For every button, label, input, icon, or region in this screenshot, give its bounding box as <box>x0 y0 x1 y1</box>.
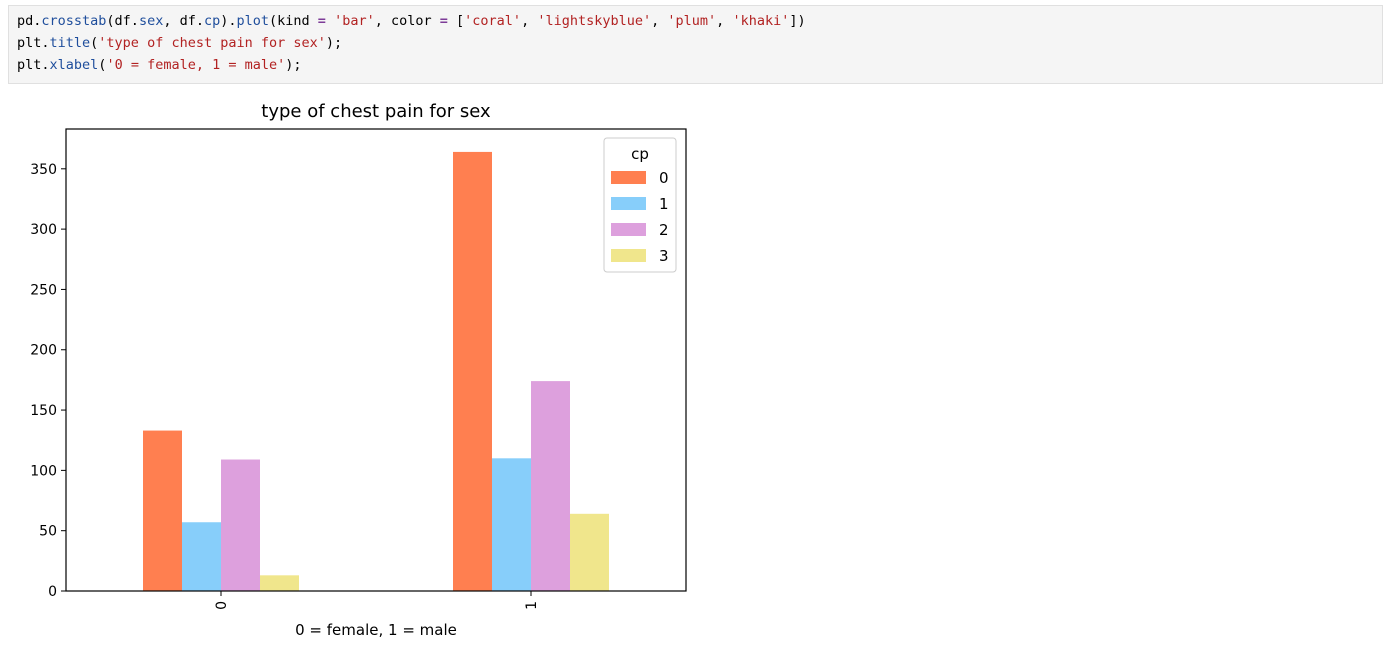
code-token: , color <box>374 13 440 29</box>
legend-swatch-2 <box>611 223 646 236</box>
code-token: pd. <box>17 13 42 29</box>
code-token: , <box>651 13 668 29</box>
code-token: title <box>49 35 91 51</box>
code-token: plot <box>236 13 270 29</box>
bar-series-0-cat-1 <box>453 151 492 591</box>
code-token: cp <box>203 13 221 29</box>
code-line: plt.title('type of chest pain for sex'); <box>17 32 342 54</box>
code-token: (df. <box>106 13 139 29</box>
code-token: 'lightskyblue' <box>537 13 652 29</box>
code-cell[interactable]: pd.crosstab(df.sex, df.cp).plot(kind = '… <box>8 5 1383 84</box>
code-line: plt.xlabel('0 = female, 1 = male'); <box>17 54 302 76</box>
code-token: 'khaki' <box>732 13 790 29</box>
legend-swatch-0 <box>611 171 646 184</box>
legend-swatch-3 <box>611 249 646 262</box>
code-token: = <box>439 13 448 29</box>
code-token: [ <box>447 13 465 29</box>
x-tick-label: 1 <box>524 601 540 610</box>
legend-label: 2 <box>659 221 669 239</box>
code-token: 'coral' <box>464 13 522 29</box>
code-token: '0 = female, 1 = male' <box>106 57 286 73</box>
code-token: , <box>716 13 733 29</box>
code-token: ]) <box>789 13 806 29</box>
code-token: plt. <box>17 35 50 51</box>
code-token: ( <box>90 35 99 51</box>
code-token: 'bar' <box>334 13 375 29</box>
bar-series-1-cat-0 <box>182 522 221 591</box>
code-line: pd.crosstab(df.sex, df.cp).plot(kind = '… <box>17 10 806 32</box>
bar-series-1-cat-1 <box>492 458 531 591</box>
code-token: 'plum' <box>667 13 717 29</box>
y-tick-label: 200 <box>30 343 57 359</box>
x-tick-label: 0 <box>214 601 230 610</box>
bar-series-3-cat-1 <box>570 513 609 591</box>
y-tick-label: 150 <box>30 403 57 419</box>
code-token: ). <box>220 13 237 29</box>
bar-series-2-cat-0 <box>221 459 260 591</box>
code-token: , df. <box>163 13 204 29</box>
code-token <box>326 13 334 29</box>
code-token: sex <box>138 13 164 29</box>
bar-series-3-cat-0 <box>260 575 299 591</box>
code-token: (kind <box>269 13 318 29</box>
code-token: ( <box>98 57 107 73</box>
legend-swatch-1 <box>611 197 646 210</box>
legend-label: 1 <box>659 195 669 213</box>
code-token: , <box>521 13 538 29</box>
code-token: ); <box>325 35 343 51</box>
y-tick-label: 250 <box>30 282 57 298</box>
code-token: 'type of chest pain for sex' <box>98 35 326 51</box>
y-tick-label: 100 <box>30 463 57 479</box>
y-tick-label: 300 <box>30 222 57 238</box>
bar-series-0-cat-0 <box>143 430 182 591</box>
legend-label: 3 <box>659 247 669 265</box>
y-tick-label: 0 <box>48 584 57 600</box>
code-token: plt. <box>17 57 50 73</box>
code-token: = <box>317 13 326 29</box>
x-axis-label: 0 = female, 1 = male <box>295 621 457 639</box>
y-tick-label: 350 <box>30 162 57 178</box>
bar-series-2-cat-1 <box>531 381 570 591</box>
legend-title: cp <box>631 145 649 163</box>
code-token: crosstab <box>41 13 107 29</box>
chart-title: type of chest pain for sex <box>261 101 491 122</box>
code-token: xlabel <box>49 57 99 73</box>
y-tick-label: 50 <box>39 524 57 540</box>
plot-frame <box>65 128 687 592</box>
legend-label: 0 <box>659 169 669 187</box>
code-token: ); <box>285 57 302 73</box>
